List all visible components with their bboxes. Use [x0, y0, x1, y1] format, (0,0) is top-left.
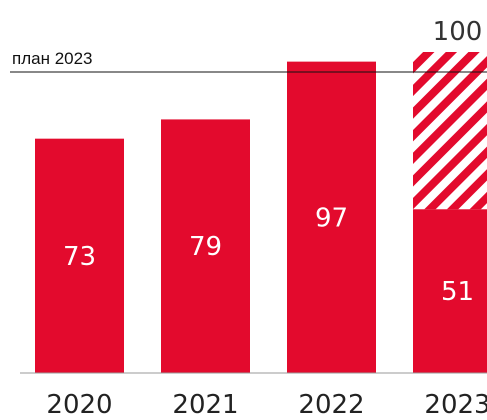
value-label-2021: 79 — [189, 232, 222, 262]
bar-2021 — [161, 119, 250, 373]
bar-plan-remainder-2023 — [413, 52, 487, 210]
bar-2023 — [413, 209, 487, 373]
category-label-2021: 2021 — [172, 390, 238, 420]
bar-2020 — [35, 138, 124, 373]
category-label-2022: 2022 — [298, 390, 364, 420]
value-label-2020: 73 — [63, 242, 96, 272]
value-label-2023: 51 — [441, 277, 474, 307]
labels-layer: 73 2020 79 2021 97 2022 51 2023 100 — [46, 17, 487, 420]
category-label-2023: 2023 — [424, 390, 487, 420]
plan-value-label: 100 — [433, 17, 483, 47]
bar-2022 — [287, 61, 376, 373]
category-label-2020: 2020 — [46, 390, 112, 420]
plan-line-label: план 2023 — [12, 49, 93, 68]
value-label-2022: 97 — [315, 203, 348, 233]
bars-layer — [35, 52, 487, 373]
